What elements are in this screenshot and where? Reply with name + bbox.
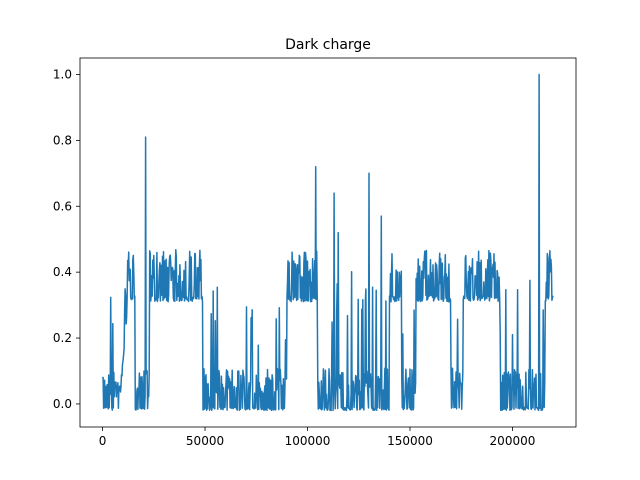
chart-title: Dark charge (285, 37, 371, 53)
x-axis: 0 50000 100000 150000 200000 (99, 427, 536, 448)
y-tick-label: 0.2 (53, 331, 72, 345)
x-tick-label: 150000 (387, 434, 433, 448)
y-tick-label: 0.0 (53, 397, 72, 411)
x-tick-label: 100000 (285, 434, 331, 448)
y-tick-label: 0.6 (53, 199, 72, 213)
y-tick-label: 1.0 (53, 67, 72, 81)
x-tick-label: 0 (99, 434, 107, 448)
series-line (101, 73, 554, 412)
axes-frame (79, 57, 577, 428)
y-tick-label: 0.4 (53, 265, 72, 279)
x-tick-label: 50000 (186, 434, 224, 448)
plot-area (101, 73, 554, 412)
y-tick-label: 0.8 (53, 133, 72, 147)
y-axis: 0.0 0.2 0.4 0.6 0.8 1.0 (53, 67, 80, 411)
x-tick-label: 200000 (490, 434, 536, 448)
